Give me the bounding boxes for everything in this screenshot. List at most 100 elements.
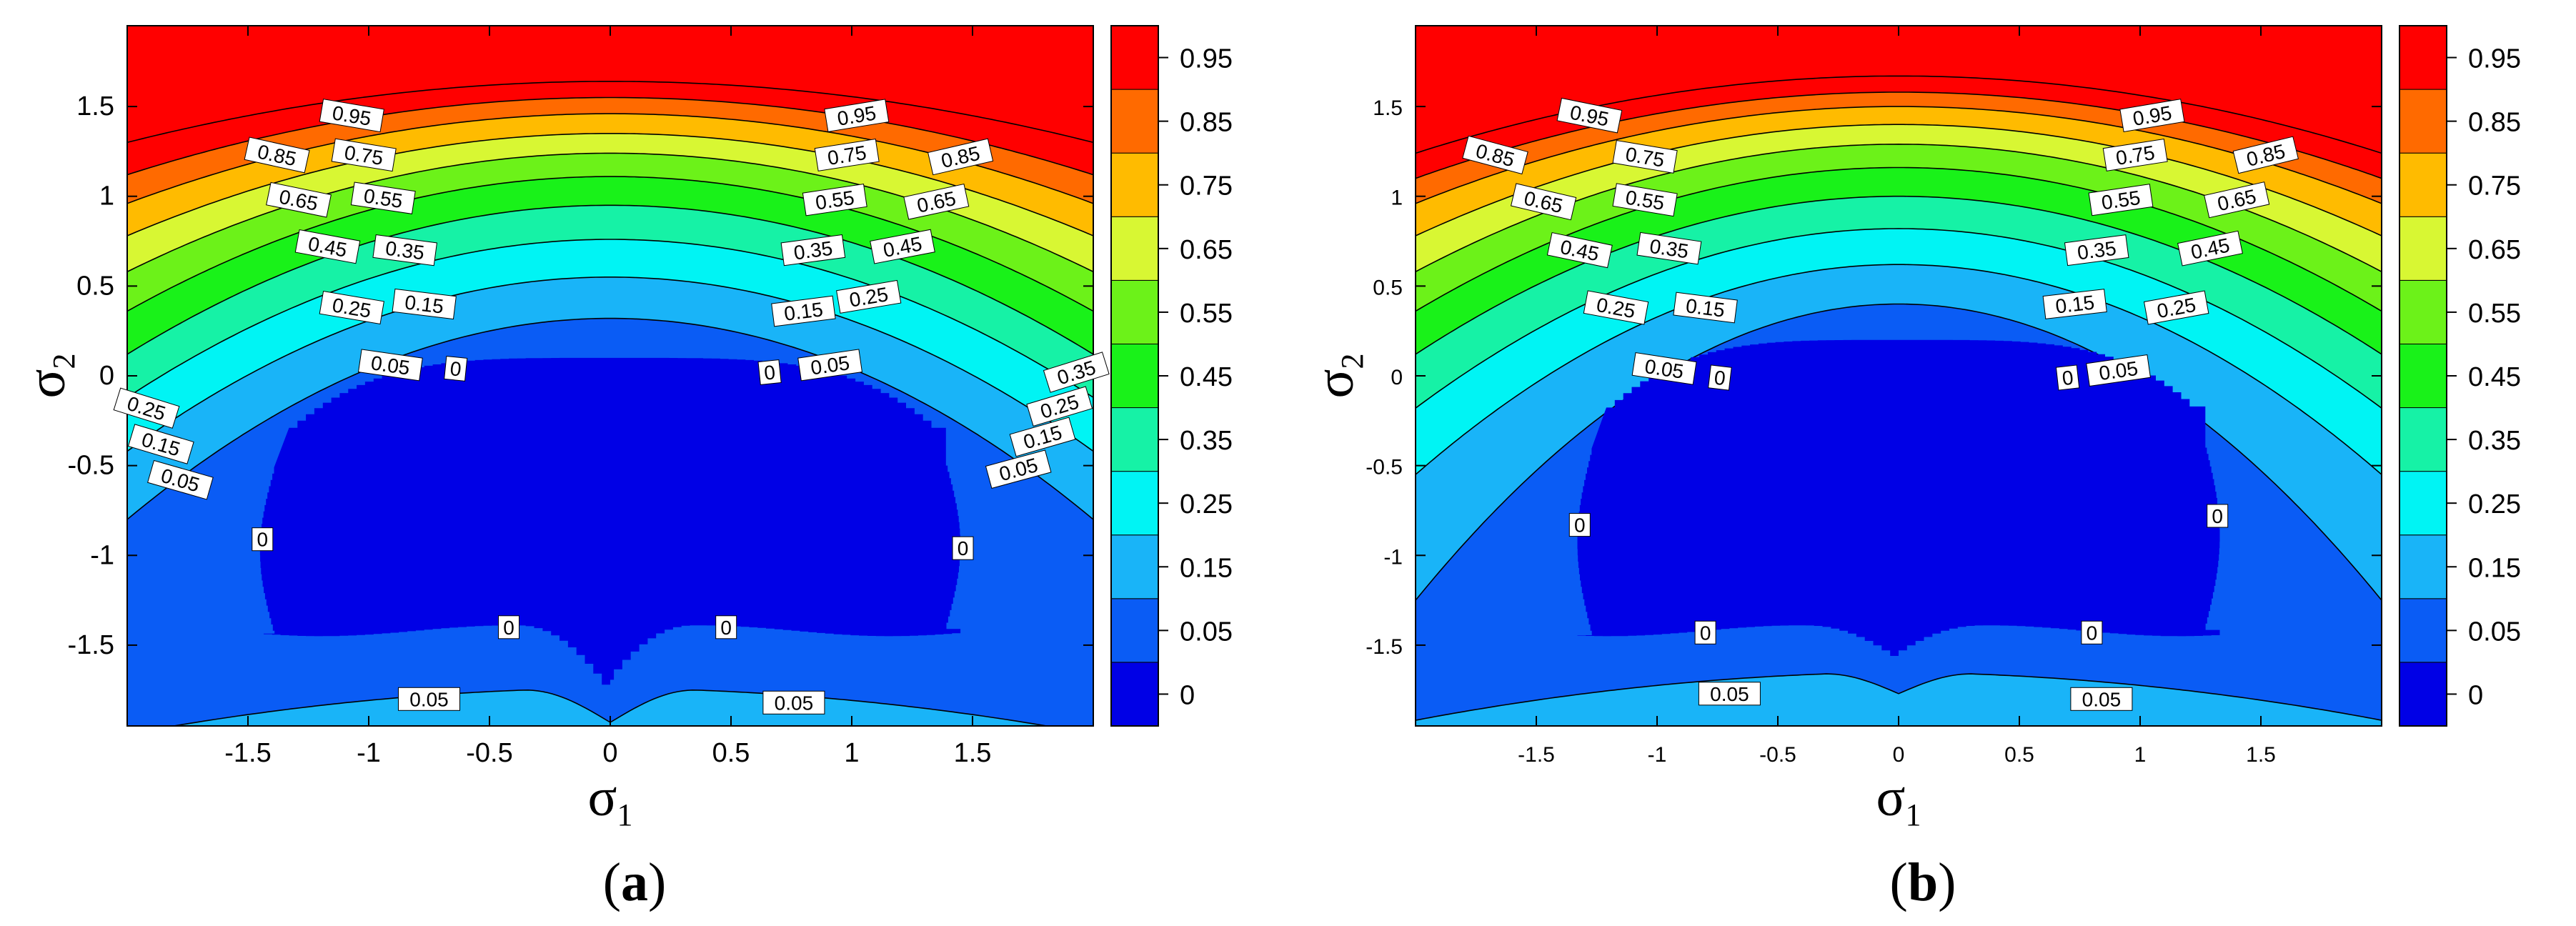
colorbar-label: 0.75 (2468, 171, 2521, 201)
contour-label-text: 0.05 (2097, 357, 2139, 384)
x-axis-label: σ1 (588, 767, 633, 832)
contour-label-box (1556, 97, 1623, 134)
contour-label: 0 (757, 359, 782, 385)
contour-label-box (762, 690, 825, 715)
x-tick-label: 0 (1893, 743, 1905, 767)
y-tick-label: 0 (99, 361, 114, 391)
contour-label-text: 0.05 (409, 688, 449, 710)
contour-label-box (928, 138, 994, 176)
contour-label-box (797, 349, 863, 382)
contour-label-box (715, 615, 737, 639)
contour-label-box (1694, 620, 1716, 644)
contour-label-text: 0 (2061, 367, 2074, 390)
contour-label-text: 0 (1713, 367, 1726, 390)
colorbar-label: 0 (1180, 680, 1195, 710)
contour-label: 0.25 (319, 290, 384, 325)
panel-caption-b-letter: b (1907, 852, 1939, 912)
colorbar-swatch (2399, 534, 2447, 599)
contour-panel-b: -1.5 -1 -0.5 0 0.5 1 1.5-1.5-1-0.500.511.5σ1σ2… (1305, 25, 2521, 832)
x-tick-label: 0 (602, 738, 617, 768)
y-tick-label: 1 (1391, 186, 1403, 210)
contour-label: 0.35 (1636, 231, 1702, 265)
y-axis-label-subscript: 2 (46, 354, 81, 369)
contour-label: 0.55 (350, 181, 416, 214)
contour-label-text: 0.05 (809, 352, 850, 379)
contour-label-box (319, 99, 384, 133)
x-tick-label: 1 (2134, 743, 2147, 767)
x-tick-label: 0.5 (712, 738, 750, 768)
x-axis-label-subscript: 1 (1905, 797, 1921, 832)
contour-label: 0.65 (903, 183, 970, 220)
y-axis-label-symbol: σ (1305, 369, 1365, 399)
contour-label-box (252, 527, 274, 552)
contour-label-text: 0 (2087, 622, 2098, 644)
colorbar-label: 0.25 (1180, 489, 1233, 519)
contour-label-box (113, 387, 180, 429)
contour-label: 0.15 (392, 288, 457, 320)
contour-label: 0.95 (319, 99, 384, 133)
colorbar-label: 0.85 (1180, 108, 1233, 138)
contour-label-text: 0.05 (1710, 683, 1749, 705)
x-tick-label: -1.5 (224, 738, 271, 768)
colorbar-swatch (2399, 25, 2447, 90)
y-axis-label-symbol: σ (16, 369, 76, 399)
contour-label: 0.05 (2086, 354, 2152, 387)
contour-label-box (2042, 289, 2107, 319)
contour-label: 0.05 (357, 349, 423, 382)
contour-label: 0 (2055, 364, 2080, 391)
colorbar-swatch (2399, 598, 2447, 663)
contour-label-text: 0 (257, 529, 269, 551)
contour-label: 0.95 (2119, 99, 2185, 133)
contour-label: 0.35 (2064, 234, 2129, 267)
y-tick-label: 0 (1391, 366, 1403, 389)
band-bottom-0.05 (1416, 673, 2382, 726)
contour-label: 0.25 (2143, 290, 2209, 325)
contour-label-text: 0 (1574, 514, 1586, 537)
colorbar-label: 0.15 (2468, 553, 2521, 583)
contour-label: 0.75 (2102, 138, 2168, 171)
contour-label-box (1462, 135, 1528, 175)
x-tick-label: -1 (1648, 743, 1667, 767)
y-tick-label: -1 (90, 540, 114, 570)
y-axis-label: σ2 (16, 354, 81, 399)
colorbar-label: 0.05 (1180, 617, 1233, 647)
contour-label: 0.05 (398, 687, 460, 711)
colorbar-swatch (2399, 216, 2447, 281)
contour-label-box (392, 288, 457, 320)
contour-label: 0 (252, 527, 274, 552)
contour-label-box (952, 536, 974, 560)
contour-label: 0.35 (372, 234, 438, 267)
contour-label-text: 0.05 (2082, 688, 2122, 710)
contour-fill-group (127, 26, 1093, 726)
contour-label: 0.05 (1698, 682, 1761, 706)
contour-panel-a: -1.5 -1 -0.5 0 0.5 1 1.5-1.5-1-0.500.511.5σ1σ2… (16, 25, 1233, 832)
contour-label: 0.95 (824, 99, 890, 132)
contour-label-box (319, 290, 384, 325)
colorbar-label: 0.15 (1180, 553, 1233, 583)
contour-label-text: 0 (1700, 622, 1711, 644)
x-axis-label-subscript: 1 (617, 797, 632, 832)
x-tick-label: -1 (357, 738, 381, 768)
panel-caption-a: (a) (602, 852, 667, 912)
contour-label-box (1673, 292, 1738, 324)
contour-label-box (1583, 290, 1649, 325)
contour-label-text: 0.15 (1685, 294, 1726, 322)
x-tick-label: 1.5 (954, 738, 992, 768)
colorbar-swatch (1110, 471, 1159, 536)
contour-label-text: 0.35 (2076, 237, 2117, 264)
colorbar-label: 0.45 (2468, 362, 2521, 392)
contour-label-box (2119, 99, 2185, 133)
y-axis-label: σ2 (1305, 354, 1370, 399)
contour-label-box (2207, 504, 2229, 528)
contour-label-box (1636, 231, 1702, 265)
contour-label-box (1043, 352, 1110, 393)
colorbar-swatch (1110, 216, 1159, 281)
contour-label-box (147, 459, 214, 500)
contour-label-box (780, 234, 846, 267)
contour-label: 0.05 (797, 349, 863, 382)
colorbar-swatch (1110, 407, 1159, 472)
contour-label-box (1708, 364, 1732, 391)
colorbar-label: 0.65 (1180, 235, 1233, 265)
colorbar-label: 0.95 (2468, 44, 2521, 74)
colorbar-swatch (2399, 279, 2447, 344)
